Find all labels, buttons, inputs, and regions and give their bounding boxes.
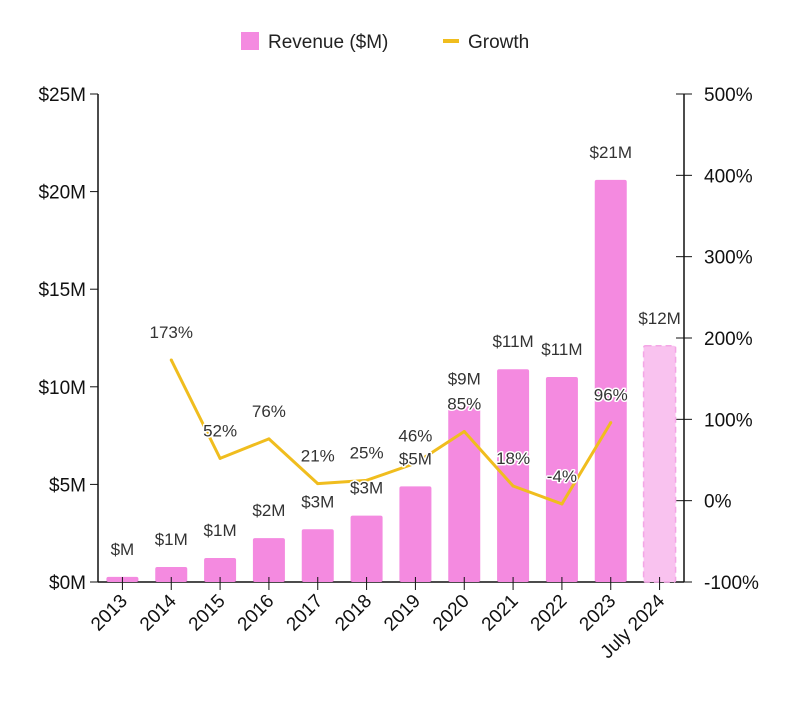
right-tick-label: -100% <box>704 573 759 594</box>
growth-point <box>511 484 515 488</box>
revenue-bar <box>301 529 334 582</box>
growth-point <box>462 430 466 434</box>
growth-data-label: 46% <box>398 426 432 445</box>
x-tick-label: 2022 <box>527 591 572 636</box>
left-tick-label: $5M <box>49 475 86 496</box>
right-tick-label: 200% <box>704 329 753 350</box>
x-tick-label: 2016 <box>234 591 279 636</box>
x-tick-label: 2020 <box>429 591 474 636</box>
revenue-bar <box>497 369 530 582</box>
left-tick-label: $15M <box>38 280 86 301</box>
revenue-data-label: $1M <box>155 530 188 549</box>
revenue-data-label: $3M <box>301 492 334 511</box>
growth-data-label: 52% <box>203 421 237 440</box>
right-tick-label: 0% <box>704 492 732 513</box>
right-tick-label: 100% <box>704 410 753 431</box>
x-tick-label: 2021 <box>478 591 523 636</box>
growth-data-label: 85% <box>447 395 481 414</box>
revenue-data-label: $12M <box>638 309 681 328</box>
growth-point <box>365 478 369 482</box>
growth-point <box>169 358 173 362</box>
legend-revenue-swatch <box>241 32 259 50</box>
growth-line <box>169 359 613 506</box>
revenue-bar <box>155 566 188 582</box>
revenue-data-label: $11M <box>541 340 582 359</box>
x-tick-label: 2023 <box>576 591 621 636</box>
x-tick-label: 2013 <box>87 591 132 636</box>
revenue-data-label: $2M <box>252 501 285 520</box>
x-tick-label: 2014 <box>136 590 181 635</box>
revenue-bar <box>545 377 578 582</box>
right-tick-label: 300% <box>704 248 753 269</box>
growth-data-label: 18% <box>496 449 530 468</box>
right-tick-label: 500% <box>704 85 753 106</box>
legend-revenue-label: Revenue ($M) <box>268 32 388 53</box>
left-tick-label: $25M <box>38 85 86 106</box>
legend-growth-label: Growth <box>468 32 529 53</box>
growth-data-label: -4% <box>547 467 577 486</box>
growth-data-label: 96% <box>594 386 628 405</box>
revenue-bar <box>204 557 237 582</box>
growth-data-label: 76% <box>252 402 286 421</box>
left-tick-label: $10M <box>38 378 86 399</box>
right-tick-label: 400% <box>704 166 753 187</box>
revenue-data-label: $M <box>111 540 135 559</box>
growth-point <box>609 421 613 425</box>
growth-data-label: 173% <box>150 323 193 342</box>
revenue-data-label: $9M <box>448 369 481 388</box>
growth-point <box>218 456 222 460</box>
growth-data-label: 25% <box>350 443 384 462</box>
x-tick-label: 2018 <box>331 591 376 636</box>
x-tick-label: 2017 <box>283 591 328 636</box>
revenue-bar <box>448 406 481 582</box>
revenue-data-label: $11M <box>492 332 533 351</box>
x-tick-label: 2019 <box>380 591 425 636</box>
left-tick-label: $0M <box>49 573 86 594</box>
growth-point <box>560 502 564 506</box>
revenue-data-label: $1M <box>204 521 237 540</box>
revenue-bar <box>642 345 677 583</box>
revenue-bar <box>252 538 285 582</box>
revenue-bar <box>594 179 627 582</box>
revenue-bar <box>350 515 383 582</box>
left-tick-label: $20M <box>38 183 86 204</box>
revenue-data-label: $3M <box>350 479 383 498</box>
revenue-data-label: $5M <box>399 449 432 468</box>
revenue-data-label: $21M <box>589 143 632 162</box>
revenue-bar <box>399 486 432 582</box>
growth-point <box>267 437 271 441</box>
x-tick-label: 2015 <box>185 591 230 636</box>
growth-data-label: 21% <box>301 447 335 466</box>
growth-point <box>316 482 320 486</box>
growth-point <box>413 461 417 465</box>
